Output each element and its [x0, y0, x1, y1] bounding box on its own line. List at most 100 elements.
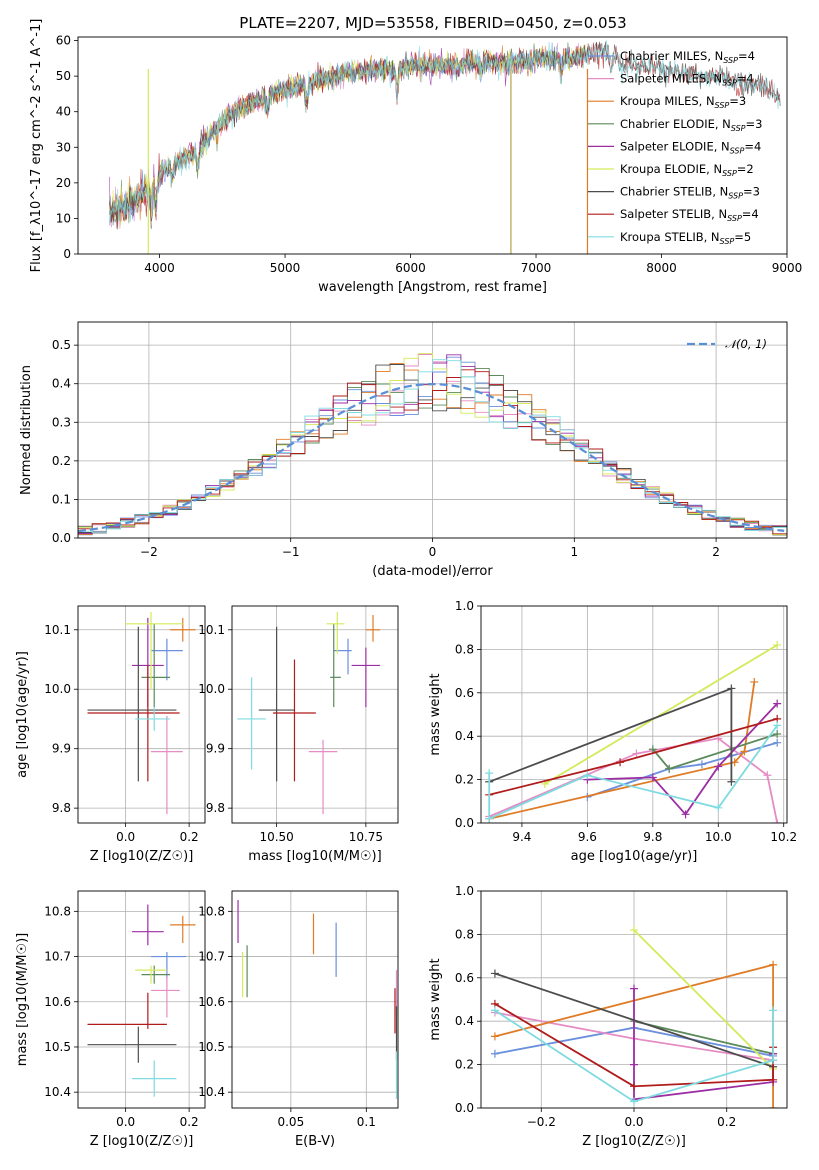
mass_weight_vs_age-marker-kroupa-miles [740, 747, 749, 756]
mass_weight_vs_Z-line-chabrier-elodie [633, 1020, 774, 1055]
mass_weight_vs_age-panel: 9.4 9.6 9.8 10.0 10.2 0.0 0.2 0.4 0.6 0.8 1.0 age [… [428, 599, 797, 864]
spectrum-ytick-label: 0 [63, 247, 71, 261]
residuals-xtick-label: −1 [282, 545, 300, 559]
mass_weight_vs_Z-marker-chabrier-stelib [490, 969, 499, 978]
age_vs_mass-ytick-label: 9.9 [206, 742, 225, 756]
age_vs_mass-ytick-label: 10.1 [198, 623, 225, 637]
mass_weight_vs_age-ytick-label: 0.0 [455, 816, 474, 830]
residuals-ylabel: Normed distribution [19, 365, 34, 495]
mass_weight_vs_age-marker-salpeter-elodie [714, 762, 723, 771]
mass_weight_vs_Z-line-kroupa-elodie [633, 929, 774, 1070]
age_vs_mass-frame [231, 605, 399, 824]
mass_weight_vs_Z-marker-kroupa-elodie [630, 926, 638, 935]
residuals-ytick-label: 0.2 [52, 454, 71, 468]
mass_weight_vs_age-xtick-label: 10.2 [770, 830, 797, 844]
mass_weight_vs_age-marker-chabrier-miles [773, 738, 782, 747]
spectrum-line-kroupa-stelib [109, 39, 781, 222]
age_vs_Z-grid [78, 606, 205, 823]
mass_weight_vs_Z-marker-kroupa-miles [769, 1104, 778, 1108]
mass_weight_vs_Z-plot-area [481, 891, 787, 1108]
mass_vs_Z-ylabel: mass [log10(M/M☉)] [15, 933, 30, 1066]
age_vs_Z-point-kroupa-miles [170, 617, 196, 642]
spectrum-ylabel: Flux [f_λ10^-17 erg cm^-2 s^-1 A^-1] [29, 19, 44, 273]
mass_vs_Z-ytick-label: 10.5 [44, 1040, 71, 1054]
spectrum-xtick-label: 4000 [144, 261, 175, 275]
mass_vs_Z-point-salpeter-elodie [131, 904, 164, 946]
mass_vs_Z-ytick-label: 10.8 [44, 904, 71, 918]
mass_weight_vs_age-xtick-label: 10.0 [705, 830, 732, 844]
mass_vs_Z-ytick-label: 10.6 [44, 995, 71, 1009]
age_vs_mass-point-salpeter-miles [308, 739, 338, 815]
spectrum-plot-area [109, 39, 781, 254]
spectrum-xtick-label: 5000 [270, 261, 301, 275]
mass_weight_vs_Z-marker-chabrier-miles [490, 1049, 499, 1058]
legend-label-chabrier-elodie: Chabrier ELODIE, NSSP=3 [620, 117, 762, 133]
mass_weight_vs_age-marker-chabrier-miles [697, 760, 706, 769]
mass_weight_vs_age-line-chabrier-stelib [488, 687, 733, 783]
legend-label-kroupa-miles: Kroupa MILES, NSSP=3 [620, 94, 746, 110]
age_vs_mass-point-kroupa-elodie [326, 611, 345, 654]
mass_weight_vs_Z-xlabel: Z [log10(Z/Z☉)] [582, 1134, 686, 1149]
residuals-ytick-label: 0.4 [52, 377, 71, 391]
mass_weight_vs_age-ytick-label: 0.6 [455, 686, 474, 700]
age_vs_Z-ytick-label: 10.0 [44, 682, 71, 696]
legend-label-kroupa-stelib: Kroupa STELIB, NSSP=5 [620, 230, 751, 246]
age_vs_mass-point-salpeter-elodie [351, 647, 381, 708]
mass_weight_vs_Z-frame [480, 890, 788, 1109]
gauss-legend-label: 𝒩(0, 1) [725, 337, 767, 351]
age_vs_mass-xtick-label: 10.50 [259, 830, 293, 844]
mass_vs_Z-xtick-label: 0.0 [116, 1115, 135, 1129]
spectrum-ytick-label: 50 [56, 69, 71, 83]
mass_weight_vs_age-plot-area [481, 606, 787, 823]
age_vs_Z-ylabel: age [log10(age/yr)] [15, 651, 30, 778]
mass_weight_vs_Z-marker-salpeter-elodie [630, 984, 638, 993]
mass_weight_vs_Z-line-kroupa-stelib [494, 1009, 774, 1103]
residuals-ytick-label: 0.0 [52, 531, 71, 545]
age_vs_mass-point-kroupa-miles [365, 614, 381, 642]
mass_weight_vs_age-series-chabrier-elodie [648, 730, 782, 773]
mass_vs_Z-point-salpeter-miles [151, 976, 180, 1018]
gaussian-reference-curve [78, 382, 785, 533]
mass_vs_Z-panel: 0.0 0.2 10.4 10.5 10.6 10.7 10.8 Z [log10(Z/Z☉)… [15, 890, 206, 1149]
mass_weight_vs_age-marker-kroupa-stelib [714, 803, 723, 812]
age_vs_Z-plot-area [78, 606, 205, 823]
mass_weight_vs_Z-marker-kroupa-stelib [769, 1006, 778, 1015]
mass_weight_vs_Z-series-kroupa-stelib [490, 1006, 778, 1106]
residuals-panel: −2 −1 0 1 2 0.0 0.1 0.2 0.3 0.4 0.5 (data-model)/er… [19, 321, 788, 579]
age_vs_Z-xtick-label: 0.2 [180, 830, 199, 844]
mass_weight_vs_age-marker-kroupa-miles [750, 677, 759, 686]
mass_weight_vs_age-series-kroupa-stelib [485, 721, 782, 823]
age_vs_mass-xtick-label: 10.75 [349, 830, 383, 844]
mass_weight_vs_Z-marker-kroupa-miles [769, 960, 778, 969]
mass_weight_vs_age-xlabel: age [log10(age/yr)] [571, 849, 698, 864]
spectrum-xtick-label: 6000 [395, 261, 426, 275]
residuals-xtick-label: −2 [140, 545, 158, 559]
age_vs_Z-xtick-label: 0.0 [116, 830, 135, 844]
residuals-xlabel: (data-model)/error [372, 564, 493, 579]
spectrum-ytick-label: 10 [56, 211, 71, 225]
legend-label-chabrier-stelib: Chabrier STELIB, NSSP=3 [620, 185, 760, 201]
spectrum-ytick-label: 30 [56, 140, 71, 154]
mass_weight_vs_age-marker-salpeter-miles [773, 819, 782, 823]
mass_vs_EBV-ytick-label: 10.5 [198, 1040, 225, 1054]
mass_weight_vs_Z-marker-salpeter-stelib [630, 1082, 638, 1091]
mass_weight_vs_age-ytick-label: 1.0 [455, 599, 474, 613]
mass_weight_vs_age-marker-kroupa-stelib [485, 814, 494, 823]
residuals-ytick-label: 0.1 [52, 492, 71, 506]
residuals-ytick-label: 0.3 [52, 415, 71, 429]
mass_weight_vs_age-marker-kroupa-stelib [485, 769, 494, 778]
residuals-frame [77, 321, 788, 539]
mass_weight_vs_age-marker-chabrier-stelib [727, 684, 736, 693]
legend-label-salpeter-stelib: Salpeter STELIB, NSSP=4 [620, 207, 759, 223]
mass_vs_Z-plot-area [78, 891, 205, 1108]
age_vs_Z-point-chabrier-miles [151, 638, 183, 681]
residuals-xtick-label: 0 [429, 545, 437, 559]
spectrum-xtick-label: 9000 [772, 261, 803, 275]
mass_weight_vs_age-marker-salpeter-miles [763, 771, 772, 780]
mass_weight_vs_age-xtick-label: 9.8 [643, 830, 662, 844]
age_vs_mass-point-kroupa-stelib [237, 677, 266, 770]
age_vs_Z-ytick-label: 9.9 [52, 742, 71, 756]
legend-label-chabrier-miles: Chabrier MILES, NSSP=4 [620, 49, 755, 65]
spectrum-xlabel: wavelength [Angstrom, rest frame] [318, 280, 547, 295]
